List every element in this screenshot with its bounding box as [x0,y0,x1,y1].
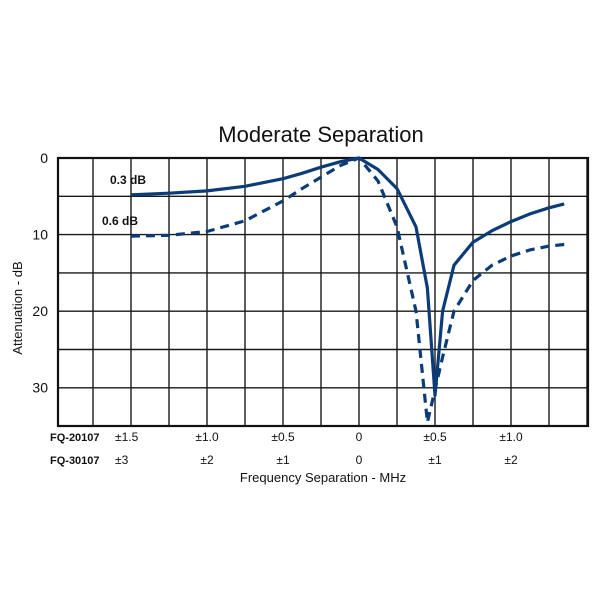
x-axis-label: Frequency Separation - MHz [240,470,406,485]
series-line-solid-0-3-db [130,156,565,397]
x-tick-label: ±1.5 [115,430,139,444]
x-tick-label: ±1 [428,453,442,467]
x-tick-label: 0 [356,453,363,467]
chart-title: Moderate Separation [218,122,423,147]
x-tick-label: ±3 [115,453,129,467]
x-tick-label: ±0.5 [271,430,295,444]
series-line-dashed-0-6-db [130,156,565,424]
x-tick-label: ±2 [504,453,518,467]
plot-frame [56,156,590,428]
series-label-0-3-db: 0.3 dB [110,173,146,187]
x-tick-label: ±1.0 [499,430,523,444]
y-tick-label: 30 [32,380,48,396]
x-scale-row-label: FQ-30107 [50,455,100,467]
x-tick-label: 0 [356,430,363,444]
y-axis-ticks: 0 10 20 30 [32,150,48,396]
chart-series [130,156,565,424]
x-tick-label: ±1.0 [195,430,219,444]
x-scale-row-label: FQ-20107 [50,432,100,444]
x-tick-label: ±0.5 [423,430,447,444]
x-axis-ticks: FQ-20107 ±1.5 ±1.0 ±0.5 0 ±0.5 ±1.0 FQ-30107 ±3 ±… [50,430,523,467]
x-tick-label: ±2 [200,453,214,467]
y-tick-label: 0 [40,150,48,166]
x-tick-label: ±1 [276,453,290,467]
y-tick-label: 10 [32,227,48,243]
y-axis-label: Attenuation - dB [10,261,25,354]
chart-grid [56,156,590,428]
y-tick-label: 20 [32,303,48,319]
series-label-0-6-db: 0.6 dB [102,214,138,228]
